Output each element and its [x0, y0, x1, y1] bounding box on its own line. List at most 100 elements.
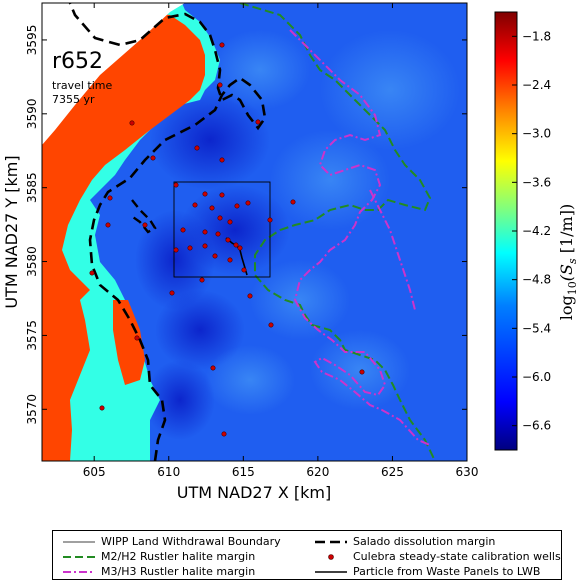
- legend-swatch-thin-line: [63, 541, 95, 543]
- calibration-well: [105, 222, 111, 228]
- legend-label: WIPP Land Withdrawal Boundary: [101, 535, 281, 548]
- x-tick-label: 610: [157, 465, 180, 479]
- m3-h3-halite-margin: [289, 29, 431, 446]
- calibration-well: [107, 195, 113, 201]
- colorbar-ticks: −1.8 −2.4 −3.0 −3.6 −4.2 −4.8 −5.4 −6.0 −6.6: [512, 29, 551, 433]
- x-tick-label: 630: [456, 465, 479, 479]
- calibration-well: [219, 157, 225, 163]
- calibration-well: [237, 245, 243, 251]
- storativity-variation: [135, 30, 460, 440]
- x-axis-ticks: 605 610 615 620 625 630: [83, 3, 479, 479]
- calibration-well: [247, 293, 253, 299]
- calibration-well: [209, 205, 215, 211]
- calibration-well: [150, 155, 156, 161]
- legend-swatch-well-dot: [328, 554, 334, 560]
- legend-label: Salado dissolution margin: [353, 535, 496, 548]
- calibration-well: [169, 290, 175, 296]
- legend-label: Particle from Waste Panels to LWB: [353, 565, 541, 578]
- calibration-well: [134, 335, 140, 341]
- colorbar-label-units: [1/m]): [557, 204, 576, 259]
- legend: WIPP Land Withdrawal Boundary Salado dis…: [52, 530, 562, 580]
- calibration-well: [219, 42, 225, 48]
- calibration-well: [89, 270, 95, 276]
- calibration-well: [173, 182, 179, 188]
- calibration-well: [245, 200, 251, 206]
- salado-margin-spur: [129, 199, 157, 234]
- y-tick-label: 3580: [25, 246, 39, 277]
- calibration-well: [241, 267, 247, 273]
- legend-label: Culebra steady-state calibration wells: [353, 550, 561, 563]
- x-axis-label: UTM NAD27 X [km]: [177, 483, 331, 502]
- travel-time-label: travel time: [52, 79, 112, 92]
- y-tick-label: 3585: [25, 172, 39, 203]
- y-tick-label: 3590: [25, 99, 39, 130]
- calibration-well: [194, 145, 200, 151]
- legend-swatch-green-dash: [63, 556, 95, 558]
- calibration-well: [217, 215, 223, 221]
- map-plot-area: [42, 3, 467, 461]
- calibration-well: [219, 192, 225, 198]
- y-tick-label: 3575: [25, 320, 39, 351]
- unmodeled-region: [42, 3, 185, 145]
- calibration-well: [227, 257, 233, 263]
- calibration-well: [268, 322, 274, 328]
- run-label: r652: [52, 49, 103, 74]
- wipp-land-withdrawal-boundary: [173, 181, 271, 278]
- colorbar-tick-label: −6.6: [522, 419, 551, 433]
- calibration-well: [173, 247, 179, 253]
- high-storativity-zone: [42, 3, 205, 461]
- legend-label: M3/H3 Rustler halite margin: [101, 565, 256, 578]
- high-storativity-patch: [113, 300, 145, 385]
- calibration-wells: [89, 42, 365, 437]
- calibration-well: [180, 227, 186, 233]
- colorbar-label-open: (S: [557, 264, 576, 281]
- calibration-well: [233, 242, 239, 248]
- calibration-well: [199, 277, 205, 283]
- colorbar-tick-label: −1.8: [522, 29, 551, 43]
- calibration-well: [234, 203, 240, 209]
- colorbar-tick-label: −3.6: [522, 175, 551, 189]
- calibration-well: [210, 365, 216, 371]
- calibration-well: [227, 219, 233, 225]
- colorbar-label-base: 10: [566, 281, 579, 295]
- calibration-well: [359, 369, 365, 375]
- plot-frame: [41, 2, 468, 462]
- y-tick-label: 3570: [25, 394, 39, 425]
- calibration-well: [221, 431, 227, 437]
- calibration-well: [255, 119, 261, 125]
- y-axis-label: UTM NAD27 Y [km]: [2, 155, 21, 308]
- colorbar-tick-label: −2.4: [522, 78, 551, 92]
- colorbar-tick-label: −3.0: [522, 127, 551, 141]
- calibration-well: [215, 231, 221, 237]
- m2-h2-halite-margin: [239, 3, 436, 461]
- legend-swatch-thick-dash: [315, 540, 347, 544]
- colorbar-tick-label: −6.0: [522, 370, 551, 384]
- calibration-well: [202, 229, 208, 235]
- legend-label: M2/H2 Rustler halite margin: [101, 550, 256, 563]
- x-tick-label: 615: [232, 465, 255, 479]
- calibration-well: [129, 120, 135, 126]
- colorbar-label-sub: s: [566, 258, 579, 264]
- calibration-well: [225, 237, 231, 243]
- y-tick-label: 3595: [25, 25, 39, 56]
- colorbar-tick-label: −4.8: [522, 273, 551, 287]
- x-tick-label: 620: [306, 465, 329, 479]
- calibration-well: [202, 243, 208, 249]
- colorbar-tick-label: −4.2: [522, 224, 551, 238]
- travel-time-value: 7355 yr: [52, 93, 95, 106]
- y-axis-ticks: 3570 3575 3580 3585 3590 3595: [25, 25, 467, 425]
- calibration-well: [142, 222, 148, 228]
- calibration-well: [267, 217, 273, 223]
- calibration-well: [217, 82, 223, 88]
- calibration-well: [99, 405, 105, 411]
- calibration-well: [192, 202, 198, 208]
- m3-h3-margin-spur: [369, 189, 416, 311]
- x-tick-label: 605: [83, 465, 106, 479]
- x-tick-label: 625: [381, 465, 404, 479]
- calibration-well: [202, 191, 208, 197]
- colorbar-tick-label: −5.4: [522, 321, 551, 335]
- salado-dissolution-margin: [68, 3, 267, 461]
- calibration-well: [290, 199, 296, 205]
- calibration-well: [212, 253, 218, 259]
